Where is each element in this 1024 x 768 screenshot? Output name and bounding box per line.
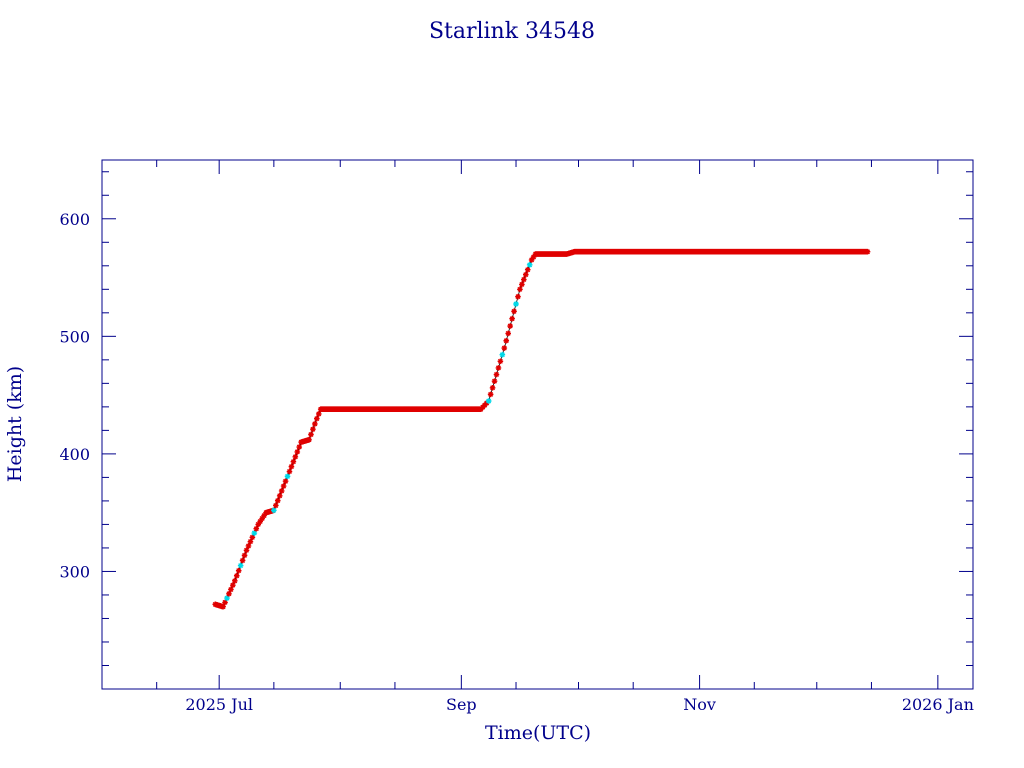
data-point	[513, 301, 519, 307]
data-point	[499, 351, 506, 358]
data-point	[505, 330, 512, 337]
data-point	[233, 572, 240, 579]
data-point	[288, 463, 295, 470]
data-point	[524, 266, 531, 273]
data-point	[278, 488, 285, 494]
data-marks	[212, 248, 871, 610]
data-point	[483, 400, 490, 406]
data-point	[493, 371, 500, 378]
data-point	[503, 337, 510, 344]
data-point	[271, 507, 277, 514]
y-tick-label: 500	[59, 327, 90, 346]
data-point	[517, 286, 523, 293]
data-point	[314, 415, 320, 422]
data-point	[480, 404, 486, 410]
data-point	[489, 384, 496, 391]
data-point	[306, 436, 312, 443]
data-point	[280, 483, 287, 489]
x-axis-title: Time(UTC)	[485, 722, 591, 744]
data-point	[235, 567, 242, 574]
data-point	[312, 421, 318, 427]
data-point	[231, 578, 238, 584]
data-point	[491, 378, 498, 384]
x-tick-label: 2025 Jul	[185, 695, 253, 714]
data-point	[230, 582, 236, 588]
data-point	[522, 271, 529, 278]
data-point	[237, 562, 244, 569]
data-point	[251, 530, 258, 536]
data-point	[220, 603, 226, 610]
data-point	[515, 293, 521, 300]
data-point	[530, 254, 537, 260]
data-point	[274, 497, 281, 504]
data-point	[526, 262, 533, 268]
data-point	[243, 547, 250, 554]
y-axis-title: Height (km)	[4, 366, 26, 482]
data-point	[310, 426, 316, 433]
data-point	[284, 473, 291, 480]
data-point	[528, 257, 535, 263]
data-point	[257, 518, 263, 525]
data-point	[478, 406, 484, 413]
data-point	[296, 444, 303, 450]
data-point	[259, 515, 265, 522]
data-point	[286, 468, 293, 475]
data-point	[282, 478, 289, 485]
plot-frame	[101, 159, 974, 690]
x-tick-label: Nov	[683, 695, 716, 714]
y-tick-label: 400	[59, 445, 90, 464]
data-point	[245, 543, 252, 549]
data-point	[228, 586, 234, 593]
data-point	[481, 402, 488, 408]
data-point	[224, 595, 230, 601]
data-point	[239, 557, 246, 564]
data-point	[315, 411, 322, 417]
axis-ticks	[101, 160, 973, 690]
y-tick-label: 300	[59, 562, 90, 581]
data-point	[507, 323, 513, 329]
data-point	[509, 315, 515, 322]
data-point	[521, 276, 527, 283]
data-point	[495, 365, 502, 371]
x-tick-label: Sep	[446, 695, 477, 714]
data-point	[276, 492, 283, 499]
x-tick-label: 2026 Jan	[902, 695, 974, 714]
data-point	[255, 521, 262, 528]
data-point	[292, 454, 299, 460]
chart-title: Starlink 34548	[429, 19, 595, 44]
y-tick-label: 600	[59, 210, 90, 229]
data-point	[501, 345, 508, 351]
data-point	[222, 599, 228, 606]
data-point	[519, 281, 525, 288]
data-point	[273, 502, 279, 509]
data-point	[253, 525, 260, 532]
data-point	[864, 248, 871, 255]
data-point	[290, 458, 297, 465]
data-point	[294, 449, 301, 455]
data-point	[247, 538, 254, 545]
tick-labels: 300 400 500 600 2025 Jul Sep Nov 2026 Jan	[59, 210, 973, 714]
data-point	[497, 358, 504, 365]
data-point	[241, 552, 248, 559]
data-point	[511, 308, 517, 315]
data-point	[226, 590, 232, 597]
data-point	[485, 398, 492, 404]
data-point	[249, 534, 256, 541]
data-point	[487, 391, 494, 398]
data-point	[308, 431, 314, 438]
data-point	[261, 512, 267, 519]
